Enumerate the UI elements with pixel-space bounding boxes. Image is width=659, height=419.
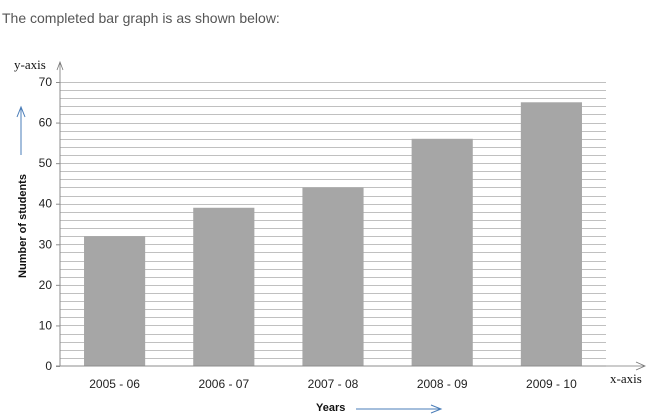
x-tick-labels: 2005 - 06 2006 - 07 2007 - 08 2008 - 09 2009…	[89, 377, 577, 391]
y-tick-label: 60	[39, 116, 53, 130]
y-tick-label: 30	[39, 237, 53, 251]
x-tick-label: 2009 - 10	[526, 377, 577, 391]
y-tick-label: 50	[39, 156, 53, 170]
y-tick-label: 20	[39, 278, 53, 292]
x-axis-tag: x-axis	[610, 371, 642, 386]
y-tick-label: 0	[45, 359, 52, 373]
bar-2006-07	[193, 207, 255, 366]
bar-2009-10	[520, 102, 582, 367]
x-tick-label: 2008 - 09	[417, 377, 468, 391]
bar-2008-09	[411, 138, 473, 366]
y-tick-label: 40	[39, 197, 53, 211]
y-axis-tag: y-axis	[14, 57, 46, 72]
y-title-arrow-icon	[16, 105, 26, 155]
bars	[84, 102, 582, 367]
x-tick-label: 2006 - 07	[198, 377, 249, 391]
x-axis-arrowhead	[606, 361, 646, 371]
bar-2007-08	[302, 187, 364, 366]
intro-text: The completed bar graph is as shown belo…	[2, 10, 280, 26]
x-tick-label: 2007 - 08	[308, 377, 359, 391]
x-axis-title: Years	[316, 402, 345, 414]
axes	[56, 60, 646, 371]
y-tick-label: 70	[39, 75, 53, 89]
y-tick-label: 10	[39, 318, 53, 332]
y-axis-arrowhead	[56, 60, 64, 82]
y-axis-title: Number of students	[17, 174, 29, 278]
x-tick-label: 2005 - 06	[89, 377, 140, 391]
y-tick-labels: 0 10 20 30 40 50 60 70	[39, 75, 60, 373]
bar-2005-06	[84, 236, 146, 366]
x-title-arrow-icon	[356, 404, 443, 414]
